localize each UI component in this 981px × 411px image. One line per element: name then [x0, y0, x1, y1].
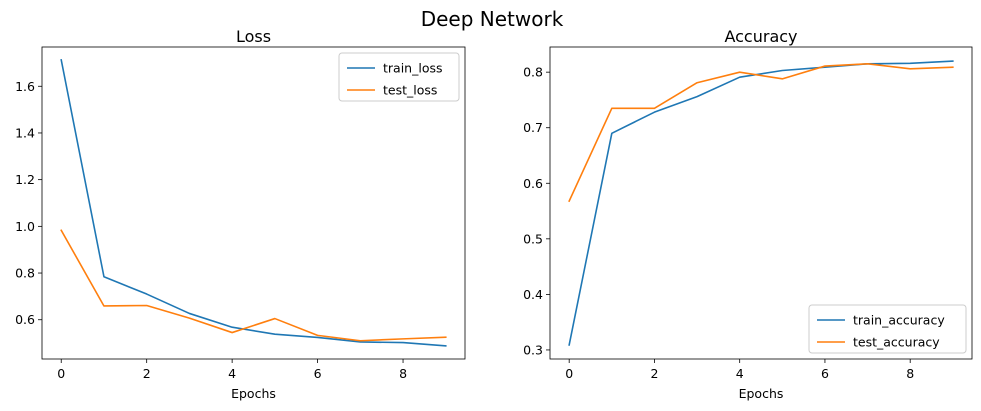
accuracy-ytick-label: 0.6 [523, 176, 543, 191]
loss-subplot: Loss 0 2 4 6 8 0.6 0.8 1.0 1.2 1.4 1.6 Epochs train_l… [15, 27, 466, 401]
accuracy-legend-label-train_accuracy: train_accuracy [853, 313, 945, 328]
loss-ytick-label: 1.0 [15, 219, 35, 234]
accuracy-legend: train_accuracy test_accuracy [808, 304, 967, 354]
figure-suptitle: Deep Network [421, 7, 564, 31]
loss-series-train_loss [60, 58, 447, 347]
loss-legend: train_loss test_loss [338, 52, 460, 102]
accuracy-xtick-label: 6 [821, 366, 829, 381]
loss-legend-label-test_loss: test_loss [383, 83, 437, 98]
loss-legend-label-train_loss: train_loss [383, 61, 443, 76]
accuracy-xtick-label: 4 [736, 366, 744, 381]
accuracy-series-train_accuracy [568, 60, 954, 346]
accuracy-legend-label-test_accuracy: test_accuracy [853, 335, 940, 350]
loss-ytick-label: 1.4 [15, 125, 35, 140]
accuracy-subplot: Accuracy 0 2 4 6 8 0.3 0.4 0.5 0.6 0.7 0.8 Epochs tra… [523, 27, 973, 401]
loss-legend-box [338, 52, 460, 102]
accuracy-xtick-label: 8 [906, 366, 914, 381]
loss-axes-frame [41, 46, 466, 360]
accuracy-xtick-label: 0 [565, 366, 573, 381]
loss-xlabel: Epochs [231, 386, 276, 401]
loss-xtick-label: 0 [57, 366, 65, 381]
loss-xtick-label: 8 [399, 366, 407, 381]
accuracy-ytick-label: 0.5 [523, 231, 543, 246]
loss-series-test_loss [60, 229, 447, 342]
loss-title: Loss [236, 27, 271, 46]
accuracy-ytick-label: 0.4 [523, 287, 543, 302]
accuracy-legend-box [808, 304, 967, 354]
loss-ytick-label: 0.8 [15, 266, 35, 281]
loss-ytick-label: 1.6 [15, 79, 35, 94]
accuracy-title: Accuracy [724, 27, 797, 46]
accuracy-ytick-label: 0.7 [523, 120, 543, 135]
loss-xtick-label: 2 [143, 366, 151, 381]
accuracy-ytick-label: 0.8 [523, 65, 543, 80]
loss-ytick-label: 0.6 [15, 312, 35, 327]
loss-xtick-label: 6 [314, 366, 322, 381]
loss-ytick-label: 1.2 [15, 172, 35, 187]
accuracy-axes-frame [549, 46, 973, 360]
loss-xtick-label: 4 [228, 366, 236, 381]
accuracy-series-test_accuracy [568, 63, 954, 203]
accuracy-xtick-label: 2 [650, 366, 658, 381]
accuracy-xlabel: Epochs [739, 386, 784, 401]
accuracy-ytick-label: 0.3 [523, 342, 543, 357]
